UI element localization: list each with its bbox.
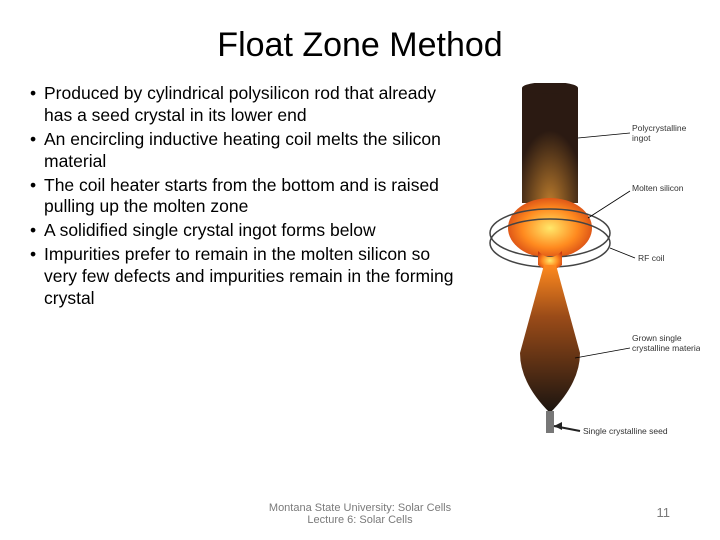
leader [610, 248, 635, 258]
label-coil: RF coil [638, 253, 665, 263]
footer: Montana State University: Solar Cells Le… [0, 502, 720, 526]
label-poly: Polycrystalline ingot [632, 123, 689, 143]
grown-crystal [520, 265, 580, 413]
label-seed: Single crystalline seed [583, 426, 668, 436]
list-item: A solidified single crystal ingot forms … [30, 220, 464, 242]
list-item: Impurities prefer to remain in the molte… [30, 244, 464, 310]
molten-zone [508, 198, 592, 258]
footer-line: Lecture 6: Solar Cells [0, 514, 720, 526]
page-number: 11 [657, 505, 671, 520]
seed-crystal [546, 411, 554, 433]
list-item: An encircling inductive heating coil mel… [30, 129, 464, 173]
float-zone-diagram: Polycrystalline ingot Molten silicon RF … [470, 83, 700, 453]
leader [588, 191, 630, 218]
list-item: Produced by cylindrical polysilicon rod … [30, 83, 464, 127]
leader [575, 348, 630, 358]
label-molten: Molten silicon [632, 183, 684, 193]
arrowhead-icon [554, 422, 562, 430]
label-grown: Grown single crystalline material [632, 333, 700, 353]
footer-line: Montana State University: Solar Cells [0, 502, 720, 514]
poly-rod [522, 88, 578, 203]
bullet-list: Produced by cylindrical polysilicon rod … [30, 83, 470, 453]
list-item: The coil heater starts from the bottom a… [30, 175, 464, 219]
content-row: Produced by cylindrical polysilicon rod … [0, 83, 720, 453]
page-title: Float Zone Method [0, 0, 720, 83]
leader [578, 133, 630, 138]
